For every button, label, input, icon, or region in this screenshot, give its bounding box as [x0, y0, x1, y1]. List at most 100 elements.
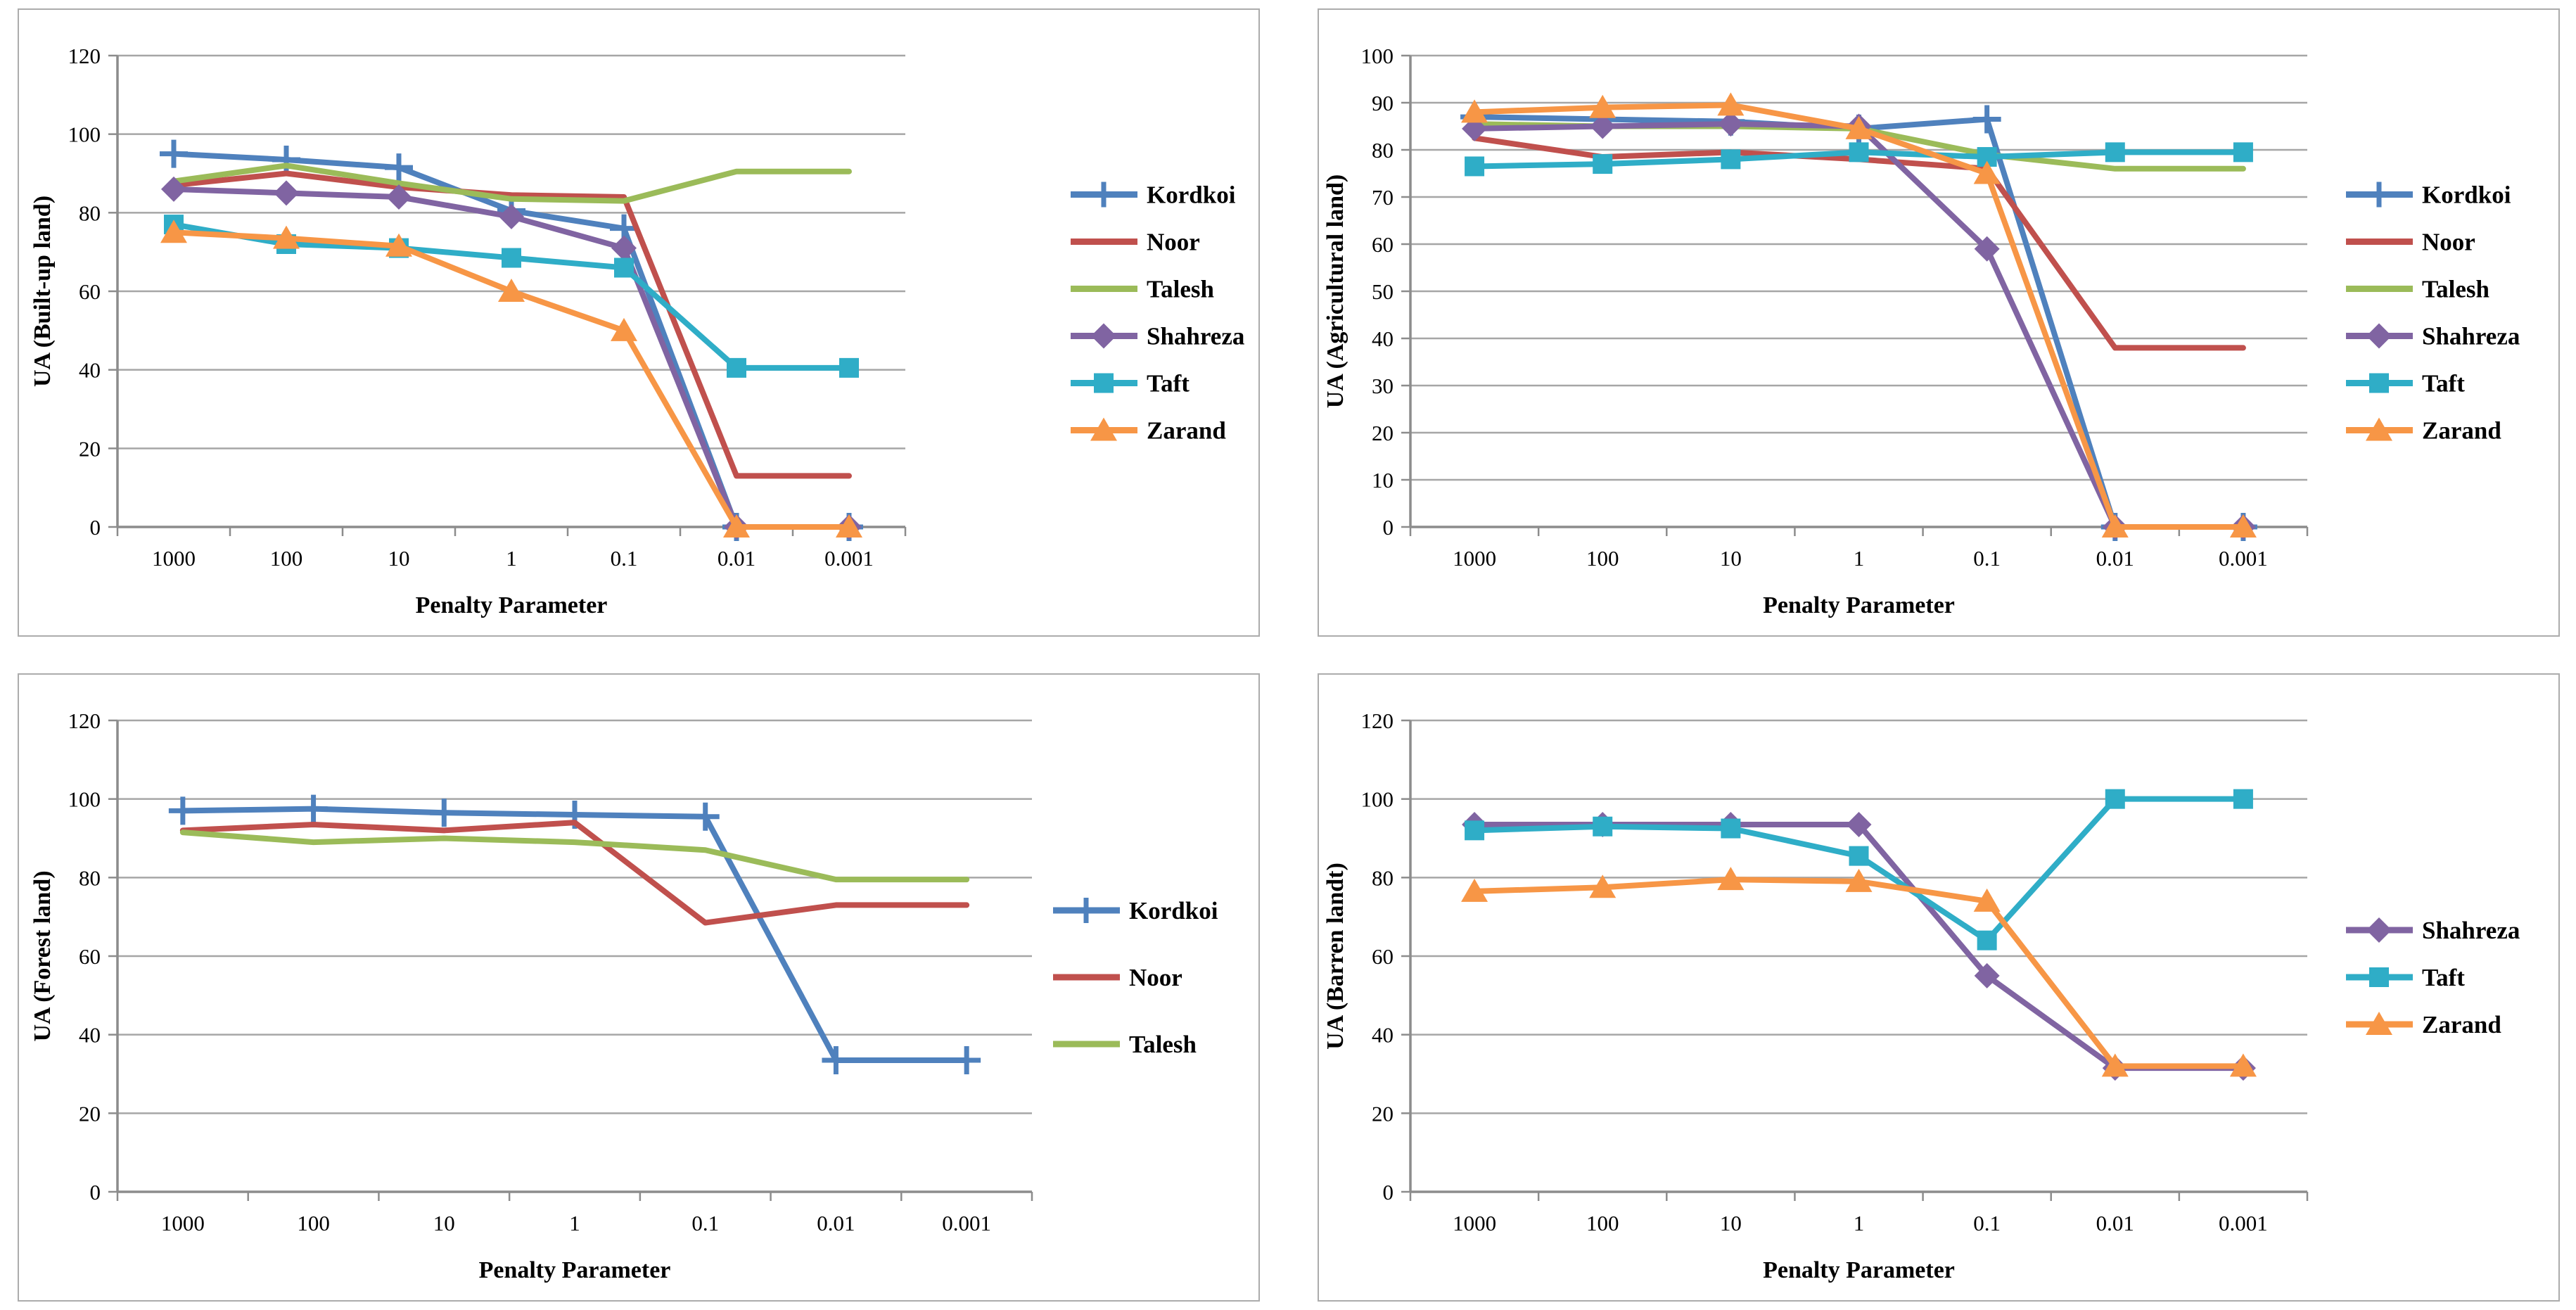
y-axis-title: UA (Built-up land) — [30, 196, 56, 387]
y-tick-label: 30 — [1372, 374, 1394, 398]
chart-panel-forest-land: 0 20 40 60 80 100 120 1000 100 10 1 0.1 0.01 0.001 UA … — [18, 673, 1260, 1302]
y-tick-label: 20 — [79, 1101, 101, 1126]
legend-label-talesh: Talesh — [1129, 1031, 1197, 1058]
y-tick-label: 80 — [79, 865, 101, 890]
y-tick-label: 100 — [68, 122, 101, 147]
series-shahreza — [1462, 111, 2256, 540]
legend-label-noor: Noor — [1147, 229, 1200, 256]
y-tick-label: 20 — [1372, 421, 1394, 445]
y-tick-label: 60 — [79, 944, 101, 969]
series-taft — [1465, 142, 2253, 177]
x-tick-label: 100 — [1586, 1211, 1619, 1235]
legend-label-zarand: Zarand — [2422, 1011, 2501, 1038]
x-tick-label: 100 — [297, 1211, 330, 1235]
legend-label-zarand: Zarand — [2422, 417, 2501, 445]
y-tick-label: 20 — [1372, 1101, 1394, 1126]
y-axis-title: UA (Forest land) — [30, 870, 56, 1041]
legend-item-zarand: Zarand — [2346, 1011, 2501, 1038]
x-tick-label: 1000 — [161, 1211, 205, 1235]
legend-item-kordkoi: Kordkoi — [1071, 182, 1236, 209]
x-axis-title: Penalty Parameter — [479, 1257, 671, 1283]
y-tick-label: 50 — [1372, 279, 1394, 304]
x-tick-label: 0.01 — [2096, 1211, 2134, 1235]
legend-label-talesh: Talesh — [2422, 276, 2489, 303]
chart-panel-agricultural-land: 0 10 20 30 40 50 60 70 80 90 100 1000 100 10 1 0.1 0.01 0… — [1318, 8, 2560, 637]
legend-item-taft: Taft — [2346, 370, 2465, 398]
legend-label-kordkoi: Kordkoi — [1129, 897, 1218, 924]
series-zarand — [1461, 92, 2257, 538]
y-tick-label: 60 — [1372, 232, 1394, 257]
legend-item-noor: Noor — [1053, 964, 1182, 991]
x-tick-label: 100 — [1586, 546, 1619, 571]
chart-svg-built-up-land: 0 20 40 60 80 100 120 1000 100 10 1 0.1 0.01 0.001 UA … — [30, 44, 1244, 618]
x-tick-label: 0.01 — [718, 546, 755, 571]
series-noor-line — [171, 170, 852, 479]
legend-item-zarand: Zarand — [1071, 417, 1226, 445]
chart-svg-barren-land: 0 20 40 60 80 100 120 1000 100 10 1 0.1 0.01 0.001 UA … — [1322, 708, 2520, 1283]
y-tick-label: 0 — [90, 1180, 101, 1204]
x-tick-label: 0.01 — [2096, 546, 2134, 571]
x-tick-label: 100 — [270, 546, 303, 571]
x-tick-label: 0.001 — [2219, 546, 2268, 571]
y-tick-label: 100 — [68, 787, 101, 812]
y-tick-label: 100 — [1361, 787, 1394, 812]
x-tick-label: 0.001 — [824, 546, 874, 571]
legend-item-shahreza: Shahreza — [2346, 323, 2520, 350]
x-tick-label: 10 — [388, 546, 410, 571]
y-tick-label: 0 — [1383, 1180, 1394, 1204]
chart-panel-built-up-land: 0 20 40 60 80 100 120 1000 100 10 1 0.1 0.01 0.001 UA … — [18, 8, 1260, 637]
series-noor — [179, 820, 970, 926]
legend-label-noor: Noor — [2422, 229, 2475, 256]
series-zarand — [1461, 867, 2257, 1077]
series-kordkoi-line — [1472, 114, 2246, 530]
y-tick-label: 90 — [1372, 91, 1394, 115]
chart-panel-barren-land: 0 20 40 60 80 100 120 1000 100 10 1 0.1 0.01 0.001 UA … — [1318, 673, 2560, 1302]
y-tick-label: 100 — [1361, 44, 1394, 68]
legend-label-taft: Taft — [2422, 370, 2465, 398]
y-tick-label: 60 — [79, 279, 101, 304]
legend-item-talesh: Talesh — [1053, 1031, 1197, 1058]
x-tick-label: 10 — [1720, 1211, 1742, 1235]
y-tick-label: 70 — [1372, 185, 1394, 210]
y-tick-label: 40 — [1372, 326, 1394, 351]
legend-item-kordkoi: Kordkoi — [2346, 182, 2511, 209]
legend-label-taft: Taft — [1147, 370, 1190, 398]
legend-item-taft: Taft — [2346, 964, 2465, 991]
series-shahreza — [161, 176, 862, 540]
x-axis-title: Penalty Parameter — [1763, 592, 1955, 618]
legend-label-shahreza: Shahreza — [2422, 917, 2520, 944]
x-axis-title: Penalty Parameter — [1763, 1257, 1955, 1283]
x-tick-label: 0.001 — [942, 1211, 991, 1235]
x-tick-label: 0.1 — [1973, 546, 2001, 571]
x-tick-label: 10 — [1720, 546, 1742, 571]
series-noor-line — [179, 820, 970, 926]
x-tick-label: 0.001 — [2219, 1211, 2268, 1235]
y-tick-label: 0 — [1383, 515, 1394, 540]
legend-item-noor: Noor — [1071, 229, 1200, 256]
legend-item-shahreza: Shahreza — [1071, 323, 1244, 350]
series-talesh-line — [171, 163, 852, 204]
series-shahreza-line — [1472, 121, 2246, 530]
x-tick-label: 1000 — [1453, 546, 1496, 571]
chart-svg-forest-land: 0 20 40 60 80 100 120 1000 100 10 1 0.1 0.01 0.001 UA … — [30, 708, 1218, 1283]
y-tick-label: 40 — [1372, 1023, 1394, 1048]
y-tick-label: 40 — [79, 358, 101, 383]
chart-svg-agricultural-land: 0 10 20 30 40 50 60 70 80 90 100 1000 100 10 1 0.1 0.01 0… — [1322, 44, 2520, 618]
legend-label-shahreza: Shahreza — [2422, 323, 2520, 350]
y-tick-label: 80 — [1372, 138, 1394, 163]
y-tick-label: 120 — [68, 708, 101, 733]
y-tick-label: 60 — [1372, 944, 1394, 969]
y-tick-label: 120 — [1361, 708, 1394, 733]
series-talesh-line — [179, 829, 970, 883]
legend-item-talesh: Talesh — [2346, 276, 2489, 303]
legend-item-talesh: Talesh — [1071, 276, 1214, 303]
series-zarand-line — [1472, 877, 2246, 1069]
x-tick-label: 0.1 — [611, 546, 638, 571]
series-kordkoi — [168, 794, 981, 1074]
series-talesh — [171, 163, 852, 204]
y-tick-label: 0 — [90, 515, 101, 540]
legend-label-kordkoi: Kordkoi — [1147, 182, 1236, 209]
x-axis-title: Penalty Parameter — [416, 592, 608, 618]
legend-item-zarand: Zarand — [2346, 417, 2501, 445]
